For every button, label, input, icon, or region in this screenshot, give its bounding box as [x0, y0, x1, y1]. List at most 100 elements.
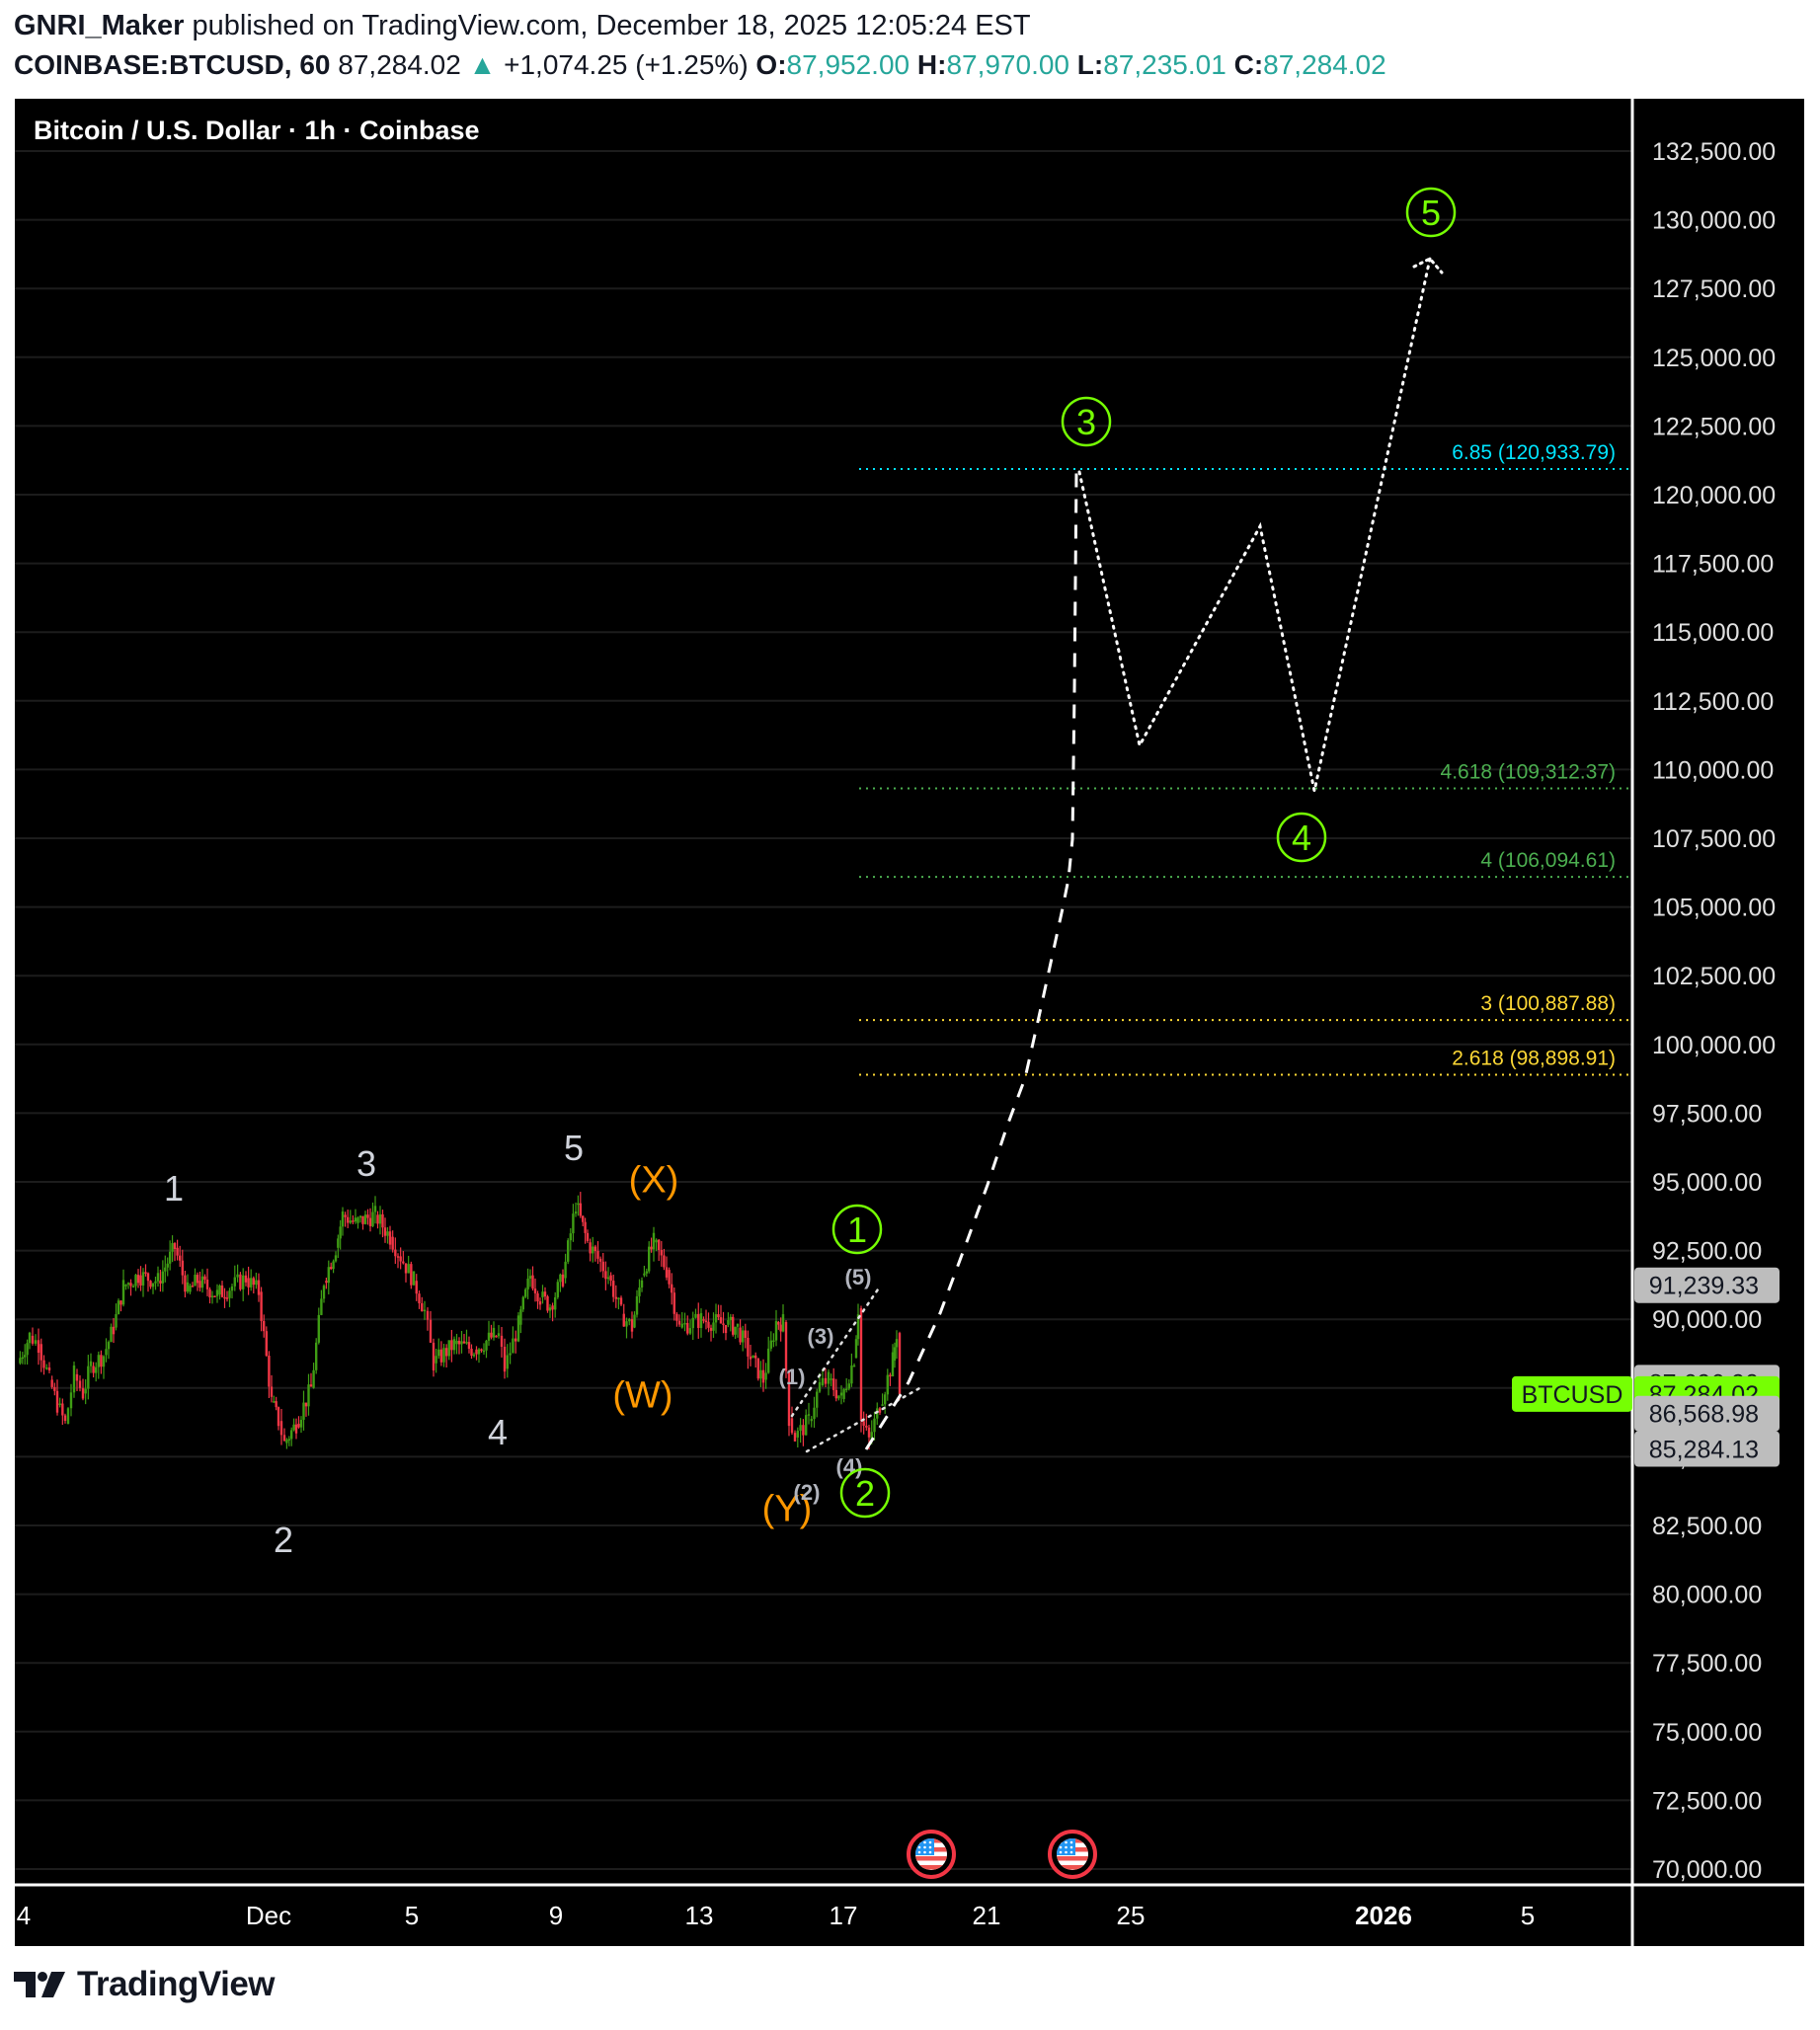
price-level-tag: 85,284.13: [1649, 1436, 1759, 1463]
circled-wave-label-1[interactable]: 1: [831, 1204, 883, 1255]
price-tick-label: 95,000.00: [1652, 1169, 1762, 1197]
svg-text:2: 2: [855, 1473, 875, 1514]
wave-4-5-projection-path[interactable]: [1077, 257, 1432, 792]
price-tick-label: 80,000.00: [1652, 1582, 1762, 1609]
price-tick-label: 92,500.00: [1652, 1238, 1762, 1266]
chart-legend: Bitcoin / U.S. Dollar · 1h · Coinbase: [34, 116, 480, 145]
publish-info: GNRI_Maker published on TradingView.com,…: [14, 10, 1031, 42]
ending-diagonal-lines[interactable]: [790, 1285, 923, 1453]
wave-label[interactable]: (2): [794, 1480, 821, 1505]
high-value: 87,970.00: [946, 49, 1070, 80]
price-tick-label: 75,000.00: [1652, 1719, 1762, 1747]
fib-level-label: 6.85 (120,933.79): [1452, 441, 1616, 464]
price-tick-label: 100,000.00: [1652, 1032, 1776, 1059]
fib-level-label: 3 (100,887.88): [1480, 992, 1616, 1015]
tradingview-logo-icon: [14, 1972, 65, 1997]
time-tick-label: Dec: [246, 1901, 291, 1930]
economic-events[interactable]: [907, 1830, 1097, 1879]
open-label: O:: [755, 49, 787, 80]
price-tick-label: 70,000.00: [1652, 1856, 1762, 1884]
chart-canvas[interactable]: 132,500.00 130,000.00 127,500.00 125,000.00…: [15, 99, 1804, 1946]
close-label: C:: [1233, 49, 1264, 80]
fib-level-label: 2.618 (98,898.91): [1452, 1047, 1616, 1069]
chart-pane[interactable]: 132,500.00 130,000.00 127,500.00 125,000.00…: [15, 99, 1804, 1946]
published-text: published on TradingView.com, December 1…: [192, 10, 1031, 41]
time-tick-label: 25: [1117, 1901, 1146, 1930]
time-tick-label: 17: [830, 1901, 858, 1930]
tradingview-logo[interactable]: TradingView: [14, 1965, 276, 2004]
price-level-tag: 91,239.33: [1649, 1273, 1759, 1300]
price-tick-label: 125,000.00: [1652, 345, 1776, 372]
wave-label[interactable]: 5: [564, 1128, 584, 1168]
price-tick-label: 120,000.00: [1652, 482, 1776, 509]
price-tick-label: 127,500.00: [1652, 275, 1776, 303]
up-arrow-icon: ▲: [468, 49, 497, 80]
svg-text:4: 4: [1292, 818, 1311, 858]
wave-label[interactable]: (5): [845, 1265, 872, 1289]
circled-wave-label-3[interactable]: 3: [1061, 396, 1112, 447]
wave-label[interactable]: (Y): [762, 1489, 813, 1530]
fib-level-label: 4 (106,094.61): [1480, 849, 1616, 872]
svg-text:3: 3: [1076, 402, 1096, 442]
circled-wave-label-2[interactable]: 2: [839, 1467, 891, 1519]
price-tick-label: 132,500.00: [1652, 138, 1776, 166]
wave-label[interactable]: (W): [612, 1375, 673, 1417]
wave-label[interactable]: 2: [274, 1520, 293, 1560]
price-tick-label: 115,000.00: [1652, 619, 1774, 647]
symbol-info-bar: COINBASE:BTCUSD, 60 87,284.02 ▲ +1,074.2…: [14, 49, 1386, 81]
last-price: 87,284.02: [338, 49, 461, 80]
arrow-head-icon: [1412, 257, 1444, 274]
time-tick-label: 5: [405, 1901, 419, 1930]
time-tick-label: 21: [973, 1901, 1001, 1930]
price-change: +1,074.25 (+1.25%): [504, 49, 749, 80]
circled-wave-label-5[interactable]: 5: [1405, 187, 1457, 238]
wave-label[interactable]: (3): [808, 1324, 834, 1349]
candlestick-series[interactable]: [19, 1192, 902, 1450]
symbol-tag: [1512, 1375, 1632, 1412]
time-tick-label: 2026: [1355, 1901, 1412, 1930]
price-level-tag: 86,568.98: [1649, 1401, 1759, 1429]
time-tick-label: 13: [685, 1901, 714, 1930]
price-tick-label: 77,500.00: [1652, 1650, 1762, 1678]
high-label: H:: [916, 49, 947, 80]
wave-3-projection-path[interactable]: [864, 471, 1078, 1450]
us-flag-event-icon[interactable]: [907, 1830, 956, 1879]
price-tick-label: 122,500.00: [1652, 413, 1776, 440]
author-name[interactable]: GNRI_Maker: [14, 10, 185, 41]
fib-extension-levels[interactable]: 6.85 (120,933.79) 4.618 (109,312.37) 4 (10…: [859, 441, 1632, 1076]
price-tick-label: 82,500.00: [1652, 1513, 1762, 1540]
wave-label[interactable]: 3: [356, 1143, 376, 1184]
wave-label[interactable]: (1): [779, 1365, 806, 1389]
low-value: 87,235.01: [1103, 49, 1227, 80]
wave-label[interactable]: 4: [488, 1412, 508, 1452]
price-tick-label: 112,500.00: [1652, 688, 1774, 716]
time-tick-label: 5: [1521, 1901, 1535, 1930]
fib-level-label: 4.618 (109,312.37): [1441, 761, 1616, 784]
us-flag-event-icon[interactable]: [1048, 1830, 1097, 1879]
price-tick-label: 90,000.00: [1652, 1306, 1762, 1334]
price-tick-label: 117,500.00: [1652, 551, 1774, 579]
price-axis[interactable]: 132,500.00 130,000.00 127,500.00 125,000.00…: [1652, 138, 1776, 1884]
circled-wave-label-4[interactable]: 4: [1276, 812, 1327, 863]
price-tick-label: 110,000.00: [1652, 756, 1774, 784]
symbol-name: COINBASE:BTCUSD, 60: [14, 49, 331, 80]
wave-label[interactable]: (X): [629, 1160, 679, 1202]
price-tick-label: 107,500.00: [1652, 825, 1776, 853]
svg-text:1: 1: [847, 1210, 867, 1250]
open-value: 87,952.00: [786, 49, 910, 80]
price-tick-label: 105,000.00: [1652, 895, 1776, 922]
price-tick-label: 102,500.00: [1652, 963, 1776, 990]
price-tick-label: 97,500.00: [1652, 1100, 1762, 1128]
price-tick-label: 130,000.00: [1652, 207, 1776, 235]
low-label: L:: [1076, 49, 1104, 80]
price-tick-label: 72,500.00: [1652, 1787, 1762, 1815]
time-tick-label: 9: [549, 1901, 563, 1930]
svg-text:5: 5: [1421, 193, 1441, 233]
time-axis[interactable]: 4 Dec 5 9 13 17 21 25 2026 5: [17, 1901, 1535, 1930]
close-value: 87,284.02: [1263, 49, 1386, 80]
svg-text:BTCUSD: BTCUSD: [1522, 1381, 1623, 1409]
tradingview-wordmark: TradingView: [77, 1965, 276, 2003]
time-tick-label: 4: [17, 1901, 31, 1930]
wave-label[interactable]: 1: [164, 1168, 184, 1209]
